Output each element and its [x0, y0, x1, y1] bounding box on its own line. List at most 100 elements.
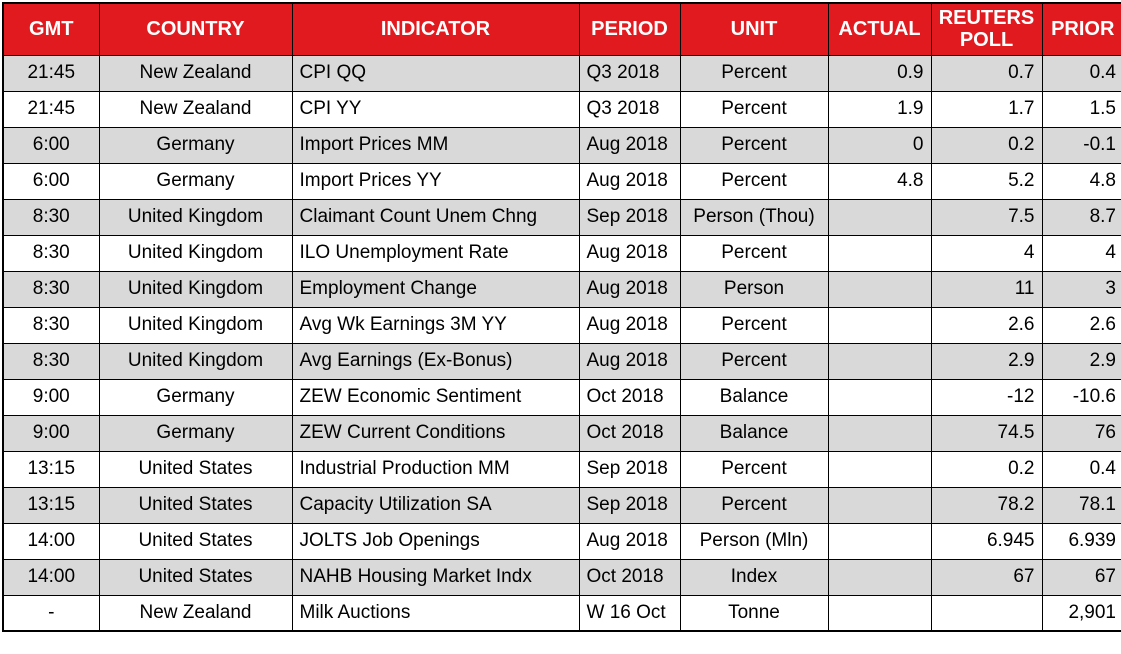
- cell-prior: 3: [1041, 270, 1121, 308]
- cell-indicator: JOLTS Job Openings: [291, 522, 580, 560]
- cell-period: Aug 2018: [578, 270, 681, 308]
- cell-reuters-poll: [930, 594, 1043, 632]
- cell-actual: [827, 522, 932, 560]
- cell-indicator: CPI QQ: [291, 54, 580, 92]
- table-row: 21:45 New Zealand CPI YY Q3 2018 Percent…: [2, 90, 1121, 128]
- cell-period: Aug 2018: [578, 126, 681, 164]
- cell-indicator: Claimant Count Unem Chng: [291, 198, 580, 236]
- cell-reuters-poll: 2.9: [930, 342, 1043, 380]
- cell-reuters-poll: 67: [930, 558, 1043, 596]
- cell-actual: [827, 414, 932, 452]
- cell-reuters-poll: -12: [930, 378, 1043, 416]
- cell-actual: [827, 198, 932, 236]
- cell-unit: Balance: [679, 414, 829, 452]
- cell-gmt: 8:30: [2, 270, 100, 308]
- cell-country: New Zealand: [98, 54, 293, 92]
- cell-gmt: 13:15: [2, 486, 100, 524]
- header-reuters-poll: REUTERS POLL: [930, 2, 1043, 56]
- cell-gmt: 6:00: [2, 126, 100, 164]
- table-row: 8:30 United Kingdom ILO Unemployment Rat…: [2, 234, 1121, 272]
- cell-indicator: Milk Auctions: [291, 594, 580, 632]
- cell-prior: 4.8: [1041, 162, 1121, 200]
- cell-indicator: ILO Unemployment Rate: [291, 234, 580, 272]
- header-country: COUNTRY: [98, 2, 293, 56]
- cell-period: Sep 2018: [578, 450, 681, 488]
- cell-period: Sep 2018: [578, 486, 681, 524]
- cell-actual: [827, 306, 932, 344]
- cell-indicator: CPI YY: [291, 90, 580, 128]
- cell-prior: 67: [1041, 558, 1121, 596]
- cell-actual: [827, 342, 932, 380]
- cell-unit: Person: [679, 270, 829, 308]
- cell-country: United Kingdom: [98, 234, 293, 272]
- cell-prior: 8.7: [1041, 198, 1121, 236]
- cell-reuters-poll: 2.6: [930, 306, 1043, 344]
- cell-indicator: ZEW Economic Sentiment: [291, 378, 580, 416]
- cell-indicator: Import Prices YY: [291, 162, 580, 200]
- cell-indicator: Capacity Utilization SA: [291, 486, 580, 524]
- cell-period: W 16 Oct: [578, 594, 681, 632]
- table-row: 8:30 United Kingdom Avg Wk Earnings 3M Y…: [2, 306, 1121, 344]
- cell-actual: [827, 234, 932, 272]
- header-actual: ACTUAL: [827, 2, 932, 56]
- table-row: 8:30 United Kingdom Employment Change Au…: [2, 270, 1121, 308]
- cell-country: United Kingdom: [98, 198, 293, 236]
- economic-calendar: GMT COUNTRY INDICATOR PERIOD UNIT ACTUAL…: [2, 2, 1121, 632]
- cell-indicator: Employment Change: [291, 270, 580, 308]
- cell-unit: Percent: [679, 54, 829, 92]
- cell-reuters-poll: 6.945: [930, 522, 1043, 560]
- cell-gmt: 8:30: [2, 198, 100, 236]
- cell-indicator: ZEW Current Conditions: [291, 414, 580, 452]
- cell-reuters-poll: 0.2: [930, 450, 1043, 488]
- cell-period: Oct 2018: [578, 414, 681, 452]
- cell-prior: 2.9: [1041, 342, 1121, 380]
- cell-prior: 2.6: [1041, 306, 1121, 344]
- cell-reuters-poll: 11: [930, 270, 1043, 308]
- cell-unit: Person (Mln): [679, 522, 829, 560]
- cell-gmt: 21:45: [2, 54, 100, 92]
- header-row: GMT COUNTRY INDICATOR PERIOD UNIT ACTUAL…: [2, 2, 1121, 56]
- cell-unit: Percent: [679, 486, 829, 524]
- cell-prior: 76: [1041, 414, 1121, 452]
- cell-reuters-poll: 5.2: [930, 162, 1043, 200]
- cell-period: Oct 2018: [578, 558, 681, 596]
- cell-actual: 4.8: [827, 162, 932, 200]
- header-gmt: GMT: [2, 2, 100, 56]
- cell-period: Oct 2018: [578, 378, 681, 416]
- cell-country: New Zealand: [98, 90, 293, 128]
- cell-prior: -0.1: [1041, 126, 1121, 164]
- cell-period: Q3 2018: [578, 90, 681, 128]
- cell-reuters-poll: 78.2: [930, 486, 1043, 524]
- table-row: 6:00 Germany Import Prices MM Aug 2018 P…: [2, 126, 1121, 164]
- cell-gmt: 8:30: [2, 306, 100, 344]
- cell-gmt: 21:45: [2, 90, 100, 128]
- cell-country: United States: [98, 558, 293, 596]
- cell-indicator: Industrial Production MM: [291, 450, 580, 488]
- cell-country: Germany: [98, 414, 293, 452]
- cell-unit: Percent: [679, 90, 829, 128]
- cell-country: Germany: [98, 378, 293, 416]
- cell-period: Aug 2018: [578, 522, 681, 560]
- cell-actual: [827, 558, 932, 596]
- cell-reuters-poll: 4: [930, 234, 1043, 272]
- table-row: 9:00 Germany ZEW Current Conditions Oct …: [2, 414, 1121, 452]
- cell-gmt: 8:30: [2, 234, 100, 272]
- cell-unit: Percent: [679, 126, 829, 164]
- cell-reuters-poll: 0.7: [930, 54, 1043, 92]
- header-prior: PRIOR: [1041, 2, 1121, 56]
- cell-prior: 0.4: [1041, 54, 1121, 92]
- cell-reuters-poll: 0.2: [930, 126, 1043, 164]
- cell-indicator: NAHB Housing Market Indx: [291, 558, 580, 596]
- cell-country: United Kingdom: [98, 270, 293, 308]
- cell-actual: [827, 450, 932, 488]
- cell-gmt: 9:00: [2, 378, 100, 416]
- cell-prior: 1.5: [1041, 90, 1121, 128]
- cell-gmt: 8:30: [2, 342, 100, 380]
- cell-actual: [827, 594, 932, 632]
- cell-indicator: Avg Earnings (Ex-Bonus): [291, 342, 580, 380]
- cell-gmt: 6:00: [2, 162, 100, 200]
- cell-unit: Percent: [679, 162, 829, 200]
- cell-gmt: 14:00: [2, 522, 100, 560]
- cell-actual: 0: [827, 126, 932, 164]
- cell-unit: Index: [679, 558, 829, 596]
